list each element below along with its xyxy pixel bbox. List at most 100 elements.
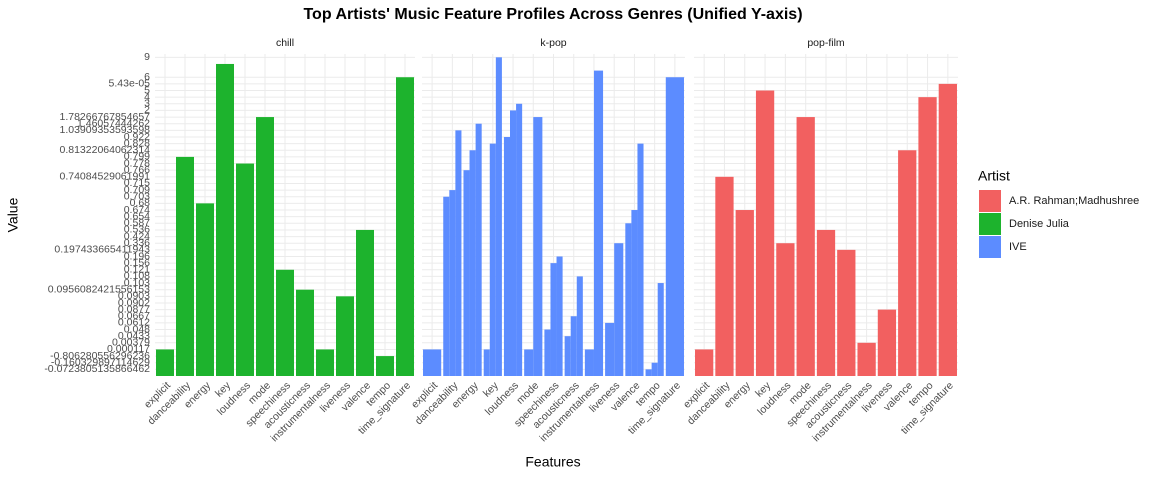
y-tick-label: 3 bbox=[144, 98, 150, 110]
y-tick-label: 0.0612 bbox=[118, 317, 150, 329]
y-tick-label: 0.336 bbox=[124, 237, 150, 249]
bar bbox=[735, 210, 754, 376]
bar bbox=[570, 316, 577, 376]
y-tick-label: 4 bbox=[144, 91, 150, 103]
bar bbox=[296, 289, 314, 376]
bar bbox=[564, 336, 571, 376]
x-axis-title: Features bbox=[525, 454, 580, 470]
y-tick-label: 1.78266767854657 bbox=[59, 111, 150, 123]
bar bbox=[336, 296, 354, 376]
legend-label: Denise Julia bbox=[1009, 218, 1070, 230]
y-tick-label: 0.048 bbox=[124, 323, 150, 335]
bar bbox=[837, 249, 856, 376]
bar bbox=[455, 130, 462, 376]
bar bbox=[593, 70, 604, 377]
y-tick-label: 0.0903 bbox=[118, 290, 150, 302]
y-tick-label: -0.806280556296236 bbox=[50, 350, 150, 362]
bar bbox=[276, 269, 294, 376]
y-tick-label: 0.121 bbox=[124, 264, 150, 276]
y-tick-label: 0.536 bbox=[124, 224, 150, 236]
y-tick-label: 0.587 bbox=[124, 217, 150, 229]
bar bbox=[584, 349, 594, 376]
bar bbox=[489, 143, 496, 376]
legend-swatch bbox=[979, 213, 1001, 235]
y-tick-label: 6 bbox=[144, 71, 150, 83]
bar bbox=[796, 117, 815, 376]
y-tick-label: 0.0667 bbox=[118, 310, 150, 322]
legend-label: A.R. Rahman;Madhushree bbox=[1009, 195, 1139, 207]
bar bbox=[898, 150, 917, 376]
bar bbox=[857, 342, 876, 376]
y-tick-label: 0.0877 bbox=[118, 303, 150, 315]
bar bbox=[443, 196, 450, 376]
facet-label: k-pop bbox=[540, 37, 566, 49]
bar bbox=[576, 276, 583, 376]
y-tick-label: 0.196 bbox=[124, 250, 150, 262]
y-tick-label: 1.03909353593598 bbox=[59, 124, 150, 136]
bar bbox=[877, 309, 897, 376]
y-tick-label: 0.156 bbox=[124, 257, 150, 269]
bar bbox=[645, 369, 652, 376]
y-tick-label: 5 bbox=[144, 84, 150, 96]
y-tick-label: 0.922 bbox=[124, 131, 150, 143]
y-tick-label: 0.674 bbox=[124, 204, 150, 216]
bar bbox=[216, 63, 234, 376]
y-tick-label: 0.778 bbox=[124, 157, 150, 169]
y-tick-label: 0.799 bbox=[124, 151, 150, 163]
bar bbox=[516, 103, 523, 376]
y-tick-label: 0.0956082421556153 bbox=[48, 283, 150, 295]
legend-swatch bbox=[979, 236, 1001, 258]
y-tick-label: 9 bbox=[144, 51, 150, 63]
bar bbox=[196, 203, 214, 376]
y-tick-label: 0.766 bbox=[124, 164, 150, 176]
bar bbox=[256, 117, 274, 376]
bar bbox=[657, 283, 664, 376]
bar bbox=[556, 256, 563, 376]
bar bbox=[665, 77, 684, 376]
y-tick-label: 0.0433 bbox=[118, 330, 150, 342]
bar bbox=[918, 97, 937, 377]
bar bbox=[316, 349, 334, 376]
legend-title: Artist bbox=[978, 168, 1010, 184]
facet-label: pop-film bbox=[807, 37, 845, 49]
bar bbox=[236, 163, 254, 376]
y-tick-label: 0.828 bbox=[124, 137, 150, 149]
y-tick-label: 0.74084529061991 bbox=[59, 171, 150, 183]
y-tick-label: 0.197433665411943 bbox=[54, 244, 150, 256]
y-tick-label: 5.43e-05 bbox=[109, 78, 151, 90]
facet-label: chill bbox=[276, 37, 294, 49]
bar bbox=[637, 143, 644, 376]
y-tick-label: 1.46057444262 bbox=[77, 117, 150, 129]
bar bbox=[651, 362, 658, 376]
y-tick-label: 0.424 bbox=[124, 230, 150, 242]
bar bbox=[938, 83, 957, 377]
bar bbox=[503, 136, 511, 376]
y-tick-label: 2 bbox=[144, 104, 150, 116]
bar bbox=[176, 156, 194, 376]
bar bbox=[776, 243, 795, 376]
chart-title: Top Artists' Music Feature Profiles Acro… bbox=[303, 6, 802, 23]
y-tick-label: -0.160329897114629 bbox=[51, 357, 150, 369]
bar bbox=[469, 150, 476, 376]
bar bbox=[755, 90, 775, 376]
bar bbox=[715, 176, 734, 376]
y-tick-label: 0.108 bbox=[124, 270, 150, 282]
bar bbox=[816, 229, 836, 376]
bar bbox=[483, 349, 490, 376]
bar bbox=[463, 170, 470, 376]
bar bbox=[614, 243, 624, 376]
bar bbox=[475, 123, 482, 377]
y-tick-label: 0.000117 bbox=[107, 343, 150, 355]
y-tick-label: -0.0723805135866462 bbox=[44, 363, 150, 375]
legend-label: IVE bbox=[1009, 241, 1027, 253]
bar bbox=[533, 117, 543, 376]
y-tick-label: 0.81322064062314 bbox=[59, 144, 150, 156]
y-tick-label: 0.703 bbox=[124, 191, 150, 203]
bar bbox=[376, 356, 394, 376]
bar bbox=[495, 57, 502, 377]
bar bbox=[631, 210, 638, 376]
bar bbox=[625, 223, 632, 376]
y-axis-title: Value bbox=[5, 197, 21, 232]
y-tick-label: 0.654 bbox=[124, 210, 150, 222]
